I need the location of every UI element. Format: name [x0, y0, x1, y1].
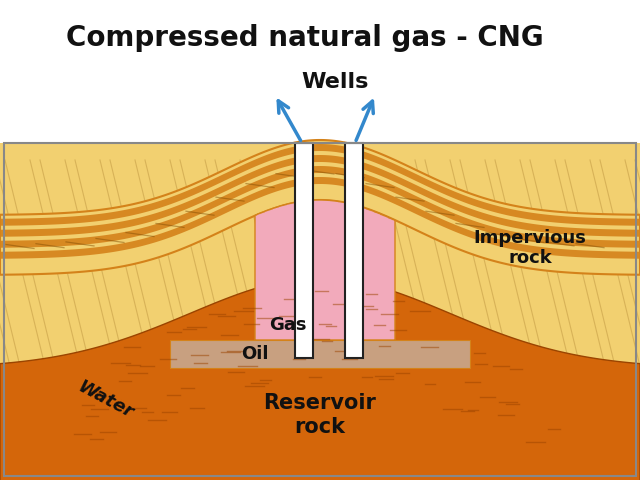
- Polygon shape: [0, 368, 210, 445]
- Text: Impervious
rock: Impervious rock: [474, 228, 586, 267]
- Polygon shape: [170, 340, 470, 368]
- Bar: [295, 143, 313, 358]
- Text: Oil: Oil: [241, 345, 269, 363]
- Text: Wells: Wells: [301, 72, 369, 92]
- Bar: [345, 143, 363, 358]
- Polygon shape: [255, 200, 395, 340]
- Text: Reservoir
rock: Reservoir rock: [264, 394, 376, 437]
- Text: Gas: Gas: [269, 316, 307, 334]
- Text: Compressed natural gas - CNG: Compressed natural gas - CNG: [66, 24, 544, 52]
- Polygon shape: [0, 177, 640, 259]
- Polygon shape: [430, 368, 640, 445]
- Polygon shape: [0, 143, 640, 480]
- Polygon shape: [0, 278, 640, 480]
- Polygon shape: [0, 166, 640, 248]
- Polygon shape: [0, 155, 640, 237]
- Polygon shape: [0, 144, 640, 226]
- Bar: [4, 143, 636, 476]
- Text: Water: Water: [74, 378, 136, 422]
- Polygon shape: [0, 140, 640, 275]
